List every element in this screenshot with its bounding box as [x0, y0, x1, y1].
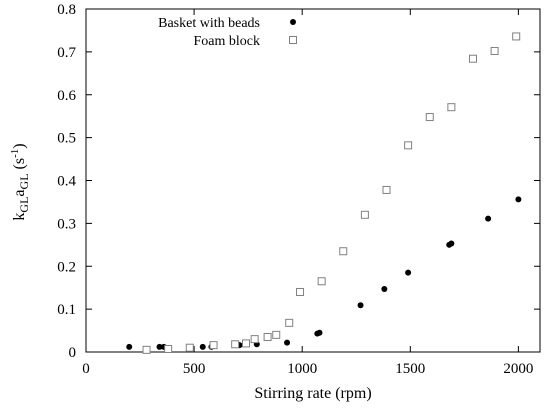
- basket-point: [199, 343, 206, 350]
- y-tick-label: 0: [69, 345, 77, 361]
- foam-point: [272, 330, 281, 339]
- basket-point: [405, 269, 412, 276]
- y-axis-label: kGLaGL (s-1): [9, 143, 31, 220]
- foam-point: [209, 341, 218, 350]
- y-tick-label: 0.1: [57, 302, 76, 318]
- foam-point: [512, 32, 521, 41]
- y-tick-label: 0.4: [57, 174, 76, 190]
- y-label-unit-close: ): [11, 143, 28, 148]
- foam-point: [425, 113, 434, 122]
- x-axis: 0 500 1000 1500 2000: [82, 9, 533, 377]
- x-tick-label: 1000: [287, 361, 317, 377]
- y-label-unit-sup: -1: [9, 149, 21, 158]
- foam-point: [404, 141, 413, 150]
- x-tick-label: 500: [183, 361, 206, 377]
- legend-marker-basket: [290, 19, 296, 25]
- basket-point: [381, 285, 388, 292]
- basket-point: [126, 343, 133, 350]
- basket-point: [156, 343, 163, 350]
- basket-point: [485, 215, 492, 222]
- x-tick-label: 0: [82, 361, 90, 377]
- foam-point: [285, 318, 294, 327]
- basket-point: [515, 196, 522, 203]
- foam-point: [360, 210, 369, 219]
- y-label-base2: a: [11, 189, 28, 196]
- foam-point: [382, 185, 391, 194]
- x-tick-label: 1500: [395, 361, 425, 377]
- x-axis-label: Stirring rate (rpm): [254, 385, 371, 402]
- foam-point: [447, 103, 456, 112]
- foam-point: [185, 343, 194, 352]
- foam-point: [339, 247, 348, 256]
- foam-point: [468, 54, 477, 63]
- y-label-sub1: GL: [17, 197, 31, 213]
- legend-label-foam: Foam block: [194, 34, 261, 49]
- foam-point: [490, 47, 499, 56]
- foam-point: [241, 339, 250, 348]
- y-tick-label: 0.2: [57, 259, 76, 275]
- y-label-base1: k: [11, 213, 28, 221]
- foam-point: [164, 344, 173, 353]
- y-label-sub2: GL: [17, 173, 31, 189]
- foam-point: [317, 277, 326, 286]
- x-tick-label: 2000: [503, 361, 533, 377]
- foam-point: [263, 332, 272, 341]
- data-points: [126, 32, 522, 354]
- legend-marker-foam: [289, 36, 297, 44]
- y-tick-label: 0.7: [57, 45, 76, 61]
- basket-point: [357, 302, 364, 309]
- y-tick-label: 0.8: [57, 2, 76, 18]
- basket-point: [316, 329, 323, 336]
- basket-point: [284, 339, 291, 346]
- foam-point: [250, 335, 259, 344]
- y-tick-label: 0.3: [57, 216, 76, 232]
- foam-point: [231, 340, 240, 349]
- y-tick-label: 0.5: [57, 131, 76, 147]
- y-axis: 0 0.1 0.2 0.3 0.4 0.5 0.6 0.7 0.8: [57, 2, 540, 361]
- y-tick-label: 0.6: [57, 88, 76, 104]
- foam-point: [142, 345, 151, 354]
- foam-point: [296, 287, 305, 296]
- basket-point: [448, 240, 455, 247]
- y-label-unit-open: (s: [11, 158, 28, 174]
- legend: Basket with beads Foam block: [158, 16, 297, 49]
- legend-label-basket: Basket with beads: [158, 16, 260, 31]
